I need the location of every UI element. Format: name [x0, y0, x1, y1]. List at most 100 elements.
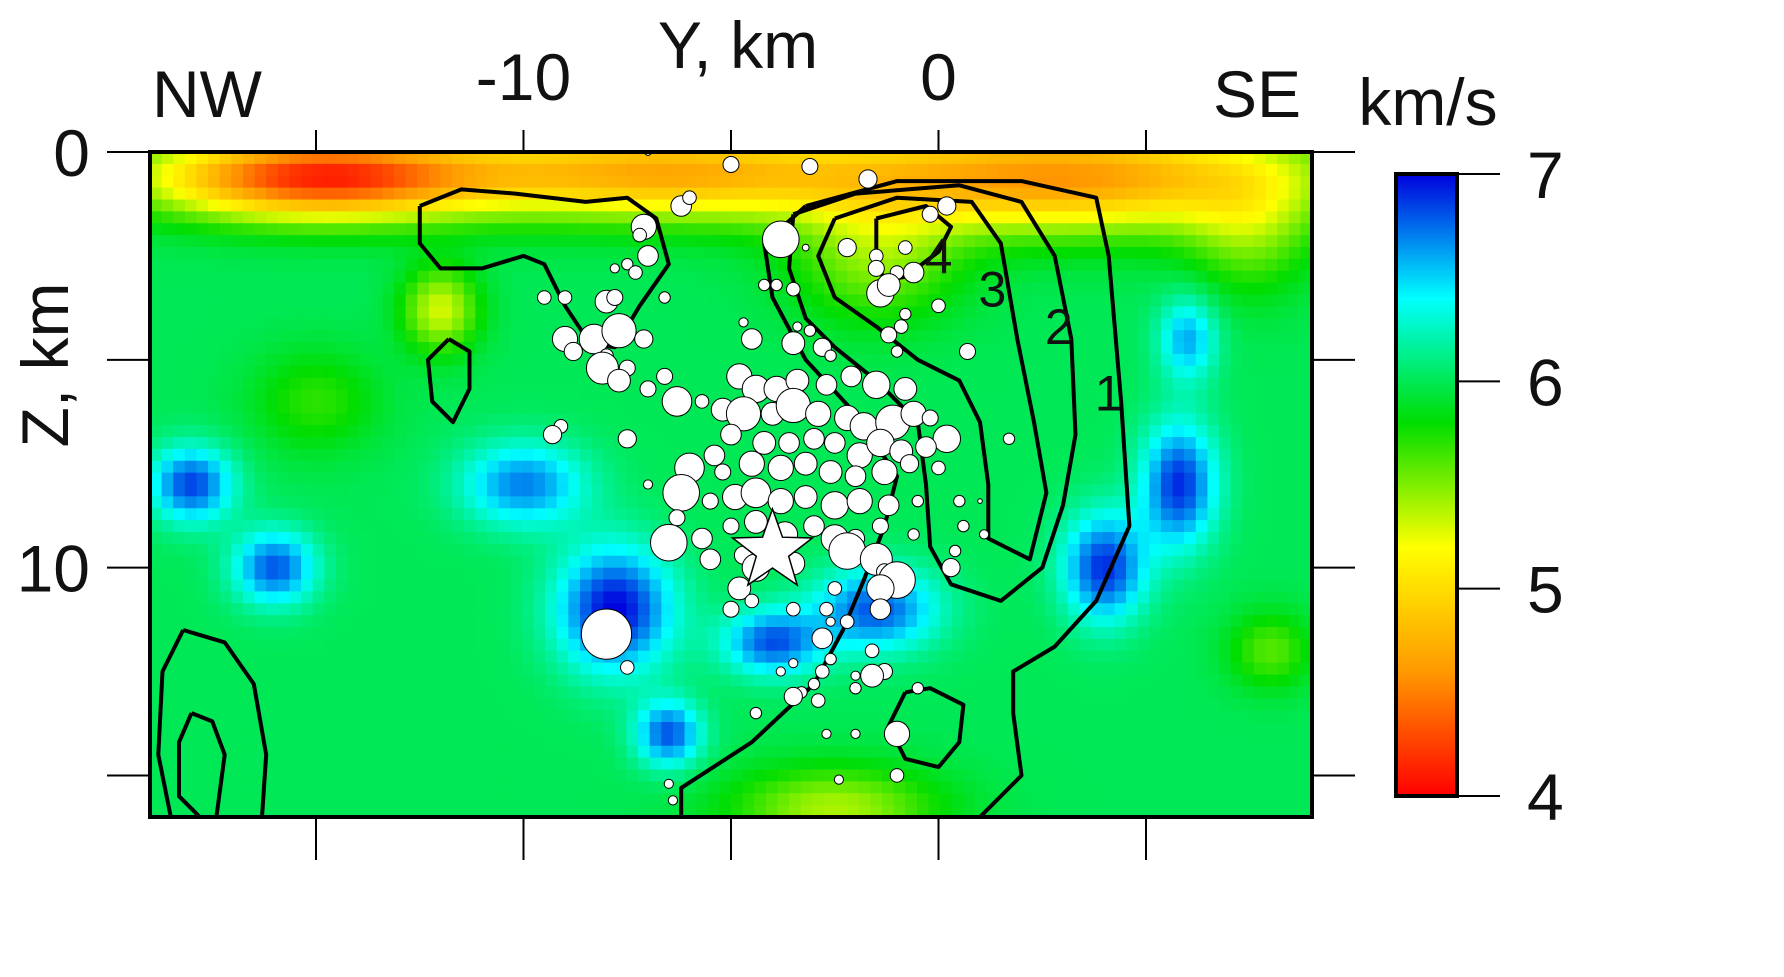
heat-cell: [521, 745, 535, 759]
heat-cell: [556, 377, 569, 391]
heat-cell: [510, 211, 523, 224]
heat-cell: [486, 437, 500, 450]
heat-cell: [394, 532, 407, 545]
heat-cell: [1149, 555, 1162, 569]
heat-cell: [568, 615, 581, 628]
heat-cell: [463, 686, 476, 699]
heat-cell: [556, 805, 569, 817]
heat-cell: [359, 330, 372, 343]
heat-cell: [870, 710, 883, 723]
heat-cell: [1172, 496, 1185, 509]
heat-cell: [591, 662, 604, 676]
heat-cell: [1172, 199, 1185, 212]
heat-cell: [545, 674, 558, 687]
heat-cell: [486, 484, 500, 497]
heat-cell: [893, 805, 906, 817]
heat-cell: [382, 448, 395, 462]
heat-cell: [498, 152, 511, 165]
heat-cell: [765, 733, 779, 747]
heat-cell: [614, 757, 628, 771]
heat-cell: [591, 401, 604, 414]
heat-cell: [649, 555, 662, 569]
heat-cell: [545, 757, 558, 771]
heat-cell: [916, 591, 930, 604]
heat-cell: [591, 460, 604, 474]
heat-cell: [1009, 163, 1023, 177]
heat-cell: [498, 555, 511, 569]
heat-cell: [370, 342, 383, 355]
heat-cell: [951, 258, 964, 272]
heat-cell: [1160, 567, 1174, 581]
heat-cell: [510, 650, 523, 664]
heat-cell: [1172, 306, 1185, 319]
heat-cell: [556, 247, 569, 260]
heat-cell: [684, 710, 697, 723]
heat-cell: [486, 389, 500, 402]
heat-cell: [533, 603, 546, 616]
heat-cell: [452, 175, 465, 189]
heat-cell: [1091, 258, 1104, 272]
heat-cell: [498, 591, 511, 604]
heat-cell: [521, 532, 535, 545]
heat-cell: [312, 674, 325, 687]
heat-cell: [1126, 187, 1139, 201]
heat-cell: [1033, 733, 1046, 747]
heat-cell: [951, 638, 964, 652]
heat-cell: [161, 733, 174, 747]
heat-cell: [266, 425, 279, 438]
heat-cell: [893, 520, 906, 533]
heat-cell: [324, 722, 337, 735]
heat-cell: [370, 223, 383, 236]
heat-cell: [161, 318, 174, 331]
heat-cell: [603, 769, 616, 782]
heat-cell: [1149, 425, 1162, 438]
heat-cell: [1149, 330, 1162, 343]
heat-cell: [486, 282, 500, 296]
heat-cell: [975, 698, 988, 711]
heat-cell: [324, 437, 337, 450]
heat-cell: [231, 235, 244, 248]
heat-cell: [184, 781, 198, 794]
heat-cell: [208, 579, 221, 592]
heat-cell: [242, 460, 256, 474]
heat-cell: [1126, 437, 1139, 450]
heat-cell: [1079, 199, 1092, 212]
heat-cell: [1172, 437, 1185, 450]
heat-cell: [486, 745, 500, 759]
heat-cell: [289, 448, 302, 462]
heat-cell: [452, 805, 465, 817]
heat-cell: [463, 235, 476, 248]
heat-cell: [893, 781, 906, 794]
heat-cell: [1172, 330, 1185, 343]
heat-cell: [1079, 662, 1092, 676]
heat-cell: [347, 638, 360, 652]
heat-cell: [184, 211, 198, 224]
heat-cell: [428, 745, 442, 759]
heat-cell: [568, 270, 581, 284]
heat-cell: [301, 745, 314, 759]
heat-cell: [1160, 425, 1174, 438]
heat-cell: [893, 199, 906, 212]
heat-cell: [1149, 733, 1162, 747]
heat-cell: [1021, 627, 1034, 640]
heat-cell: [394, 615, 407, 628]
heat-cell: [231, 282, 244, 296]
heat-cell: [940, 805, 953, 817]
heat-cell: [1126, 294, 1139, 307]
heat-cell: [1079, 733, 1092, 747]
heat-cell: [289, 247, 302, 260]
heat-cell: [742, 686, 755, 699]
heat-cell: [405, 793, 418, 806]
heat-cell: [219, 662, 232, 676]
heat-cell: [707, 163, 720, 177]
heat-cell: [428, 437, 442, 450]
heat-cell: [219, 733, 232, 747]
heat-cell: [266, 413, 279, 426]
heat-cell: [765, 638, 779, 652]
heat-cell: [428, 460, 442, 474]
heat-cell: [208, 163, 221, 177]
heat-cell: [789, 163, 802, 177]
heat-cell: [742, 175, 755, 189]
heat-cell: [1149, 686, 1162, 699]
heat-cell: [370, 674, 383, 687]
